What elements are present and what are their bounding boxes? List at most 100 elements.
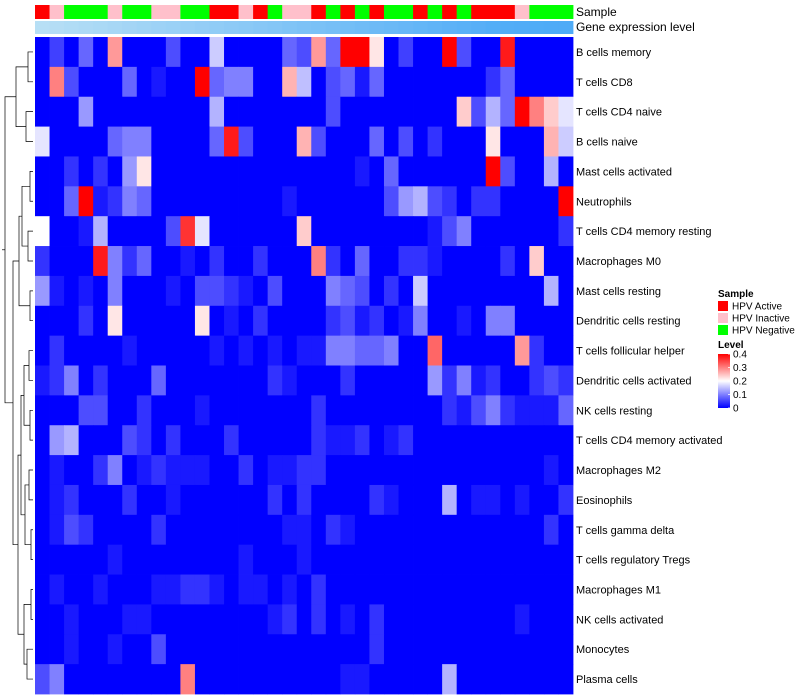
heatmap-cell: [136, 126, 152, 157]
heatmap-cell: [122, 275, 138, 307]
heatmap-cell: [456, 305, 472, 337]
heatmap-cell: [427, 395, 443, 426]
heatmap-cell: [209, 484, 225, 516]
heatmap-cell: [413, 365, 428, 396]
heatmap-cell: [354, 544, 370, 575]
heatmap-cell: [427, 37, 443, 68]
heatmap-cell: [369, 664, 385, 695]
heatmap-cell: [398, 96, 414, 127]
heatmap-cell: [383, 275, 399, 307]
heatmap-cell: [122, 604, 138, 635]
heatmap-cell: [442, 66, 458, 98]
heatmap-cell: [398, 455, 414, 486]
heatmap-cell: [529, 544, 545, 575]
heatmap-cell: [122, 66, 138, 98]
heatmap-cell: [107, 574, 123, 605]
heatmap-cell: [383, 66, 399, 98]
heatmap-cell: [64, 514, 80, 546]
gene-expression-cell: [311, 21, 327, 34]
heatmap-cell: [35, 126, 50, 157]
heatmap-cell: [456, 275, 472, 307]
heatmap-cell: [122, 425, 138, 456]
heatmap-cell: [354, 37, 370, 68]
heatmap-cell: [49, 335, 65, 366]
heatmap-cell: [543, 186, 559, 217]
sample-annotation-cell: [529, 5, 545, 19]
heatmap-cell: [136, 425, 152, 456]
heatmap-cell: [78, 544, 94, 575]
heatmap-cell: [543, 246, 559, 277]
heatmap-cell: [267, 216, 283, 247]
heatmap-cell: [514, 425, 530, 456]
heatmap-cell: [442, 664, 458, 695]
heatmap-cell: [558, 246, 574, 277]
heatmap-cell: [165, 156, 181, 187]
heatmap-cell: [253, 365, 269, 396]
heatmap-cell: [485, 305, 501, 337]
heatmap-cell: [485, 37, 501, 68]
heatmap-cell: [427, 246, 443, 277]
level-legend-tick-label: 0.3: [733, 363, 747, 374]
sample-annotation-cell: [369, 5, 385, 19]
heatmap-cell: [209, 335, 225, 366]
heatmap-cell: [49, 156, 65, 187]
heatmap-cell: [238, 335, 254, 366]
heatmap-cell: [122, 455, 138, 486]
heatmap-cell: [194, 37, 210, 68]
gene-expression-cell: [64, 21, 80, 34]
heatmap-cell: [558, 156, 574, 187]
heatmap-cell: [311, 96, 327, 127]
heatmap-cell: [558, 37, 574, 68]
heatmap-cell: [427, 425, 443, 456]
gene-expression-cell: [369, 21, 385, 34]
heatmap-cell: [325, 246, 341, 277]
heatmap-cell: [107, 216, 123, 247]
heatmap-cell: [311, 514, 327, 546]
heatmap-cell: [267, 395, 283, 426]
heatmap-cell: [471, 455, 487, 486]
level-legend-tick-label: 0.2: [733, 377, 747, 388]
heatmap-cell: [35, 66, 50, 98]
gene-expression-cell: [209, 21, 225, 34]
gene-expression-track-label: Gene expression level: [576, 20, 695, 34]
dendrogram-branch: [26, 648, 33, 680]
heatmap-cell: [238, 96, 254, 127]
heatmap-cell: [325, 275, 341, 307]
heatmap-cell: [209, 96, 225, 127]
heatmap-cell: [267, 514, 283, 546]
heatmap-cell: [296, 37, 312, 68]
heatmap-cell: [529, 66, 545, 98]
heatmap-cell: [224, 604, 239, 635]
heatmap-cell: [267, 484, 283, 516]
heatmap-cell: [354, 305, 370, 337]
heatmap-cell: [49, 455, 65, 486]
heatmap-cell: [93, 395, 109, 426]
heatmap-cell: [558, 66, 574, 98]
heatmap-cell: [78, 514, 94, 546]
heatmap-cell: [107, 96, 123, 127]
heatmap-cell: [64, 634, 80, 665]
heatmap-cell: [514, 96, 530, 127]
heatmap-cell: [413, 37, 428, 68]
heatmap-cell: [383, 544, 399, 575]
heatmap-cell: [398, 126, 414, 157]
heatmap-cell: [398, 514, 414, 546]
heatmap-cell: [180, 664, 196, 695]
heatmap-cell: [296, 275, 312, 307]
heatmap-cell: [253, 246, 269, 277]
dendrogram-branch: [24, 484, 31, 546]
heatmap-cell: [253, 66, 269, 98]
heatmap-cell: [282, 305, 298, 337]
heatmap-cell: [151, 634, 167, 665]
heatmap-cell: [500, 305, 516, 337]
heatmap-cell: [514, 484, 530, 516]
heatmap-cell: [35, 305, 50, 337]
heatmap-cell: [253, 216, 269, 247]
heatmap-cell: [78, 186, 94, 217]
heatmap-cell: [325, 66, 341, 98]
heatmap-cell: [398, 305, 414, 337]
heatmap-cell: [296, 544, 312, 575]
heatmap-cell: [558, 484, 574, 516]
heatmap-cell: [282, 365, 298, 396]
heatmap-cell: [194, 66, 210, 98]
